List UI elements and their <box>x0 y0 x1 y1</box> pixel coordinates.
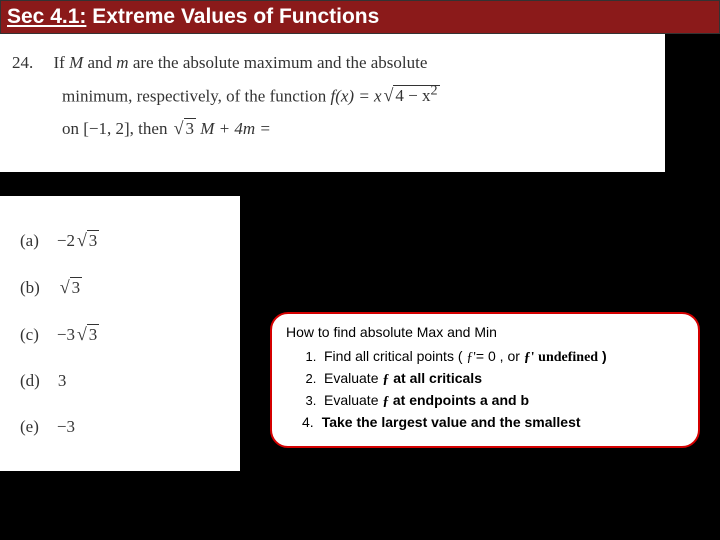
slide-header: Sec 4.1: Extreme Values of Functions <box>0 0 720 34</box>
header-title: Extreme Values of Functions <box>86 5 379 28</box>
problem-line-1: 24. If M and m are the absolute maximum … <box>12 48 655 79</box>
problem-line-3: on [−1, 2], then 3 M + 4m = <box>62 112 655 145</box>
var-m: m <box>116 53 128 72</box>
choice-b: (b) 3 <box>20 277 230 298</box>
choice-a: (a) −23 <box>20 230 230 251</box>
choice-c: (c) −33 <box>20 324 230 345</box>
method-steps: Find all critical points ( ƒ'= 0 , or ƒ'… <box>320 348 684 430</box>
problem-line-2: minimum, respectively, of the function f… <box>62 79 655 112</box>
step-4: 4.Take the largest value and the smalles… <box>298 414 684 430</box>
question-number: 24. <box>12 53 33 72</box>
header-text: Sec 4.1: Extreme Values of Functions <box>7 5 379 28</box>
sqrt-3: 3 <box>172 112 196 145</box>
choice-d: (d) 3 <box>20 371 230 391</box>
problem-statement: 24. If M and m are the absolute maximum … <box>0 34 665 172</box>
choice-e: (e) −3 <box>20 417 230 437</box>
step-1: Find all critical points ( ƒ'= 0 , or ƒ'… <box>320 348 684 366</box>
var-M: M <box>69 53 83 72</box>
step-3: Evaluate ƒ at endpoints a and b <box>320 392 684 410</box>
answer-choices: (a) −23 (b) 3 (c) −33 (d) 3 (e) −3 <box>0 196 240 471</box>
sqrt-expr: 4 − x2 <box>382 79 440 112</box>
function-def: f(x) = x <box>330 86 381 105</box>
method-callout: How to find absolute Max and Min Find al… <box>270 312 700 448</box>
header-prefix: Sec 4.1: <box>7 5 86 28</box>
callout-title: How to find absolute Max and Min <box>286 324 684 340</box>
interval: [−1, 2], <box>83 119 134 138</box>
step-2: Evaluate ƒ at all criticals <box>320 370 684 388</box>
